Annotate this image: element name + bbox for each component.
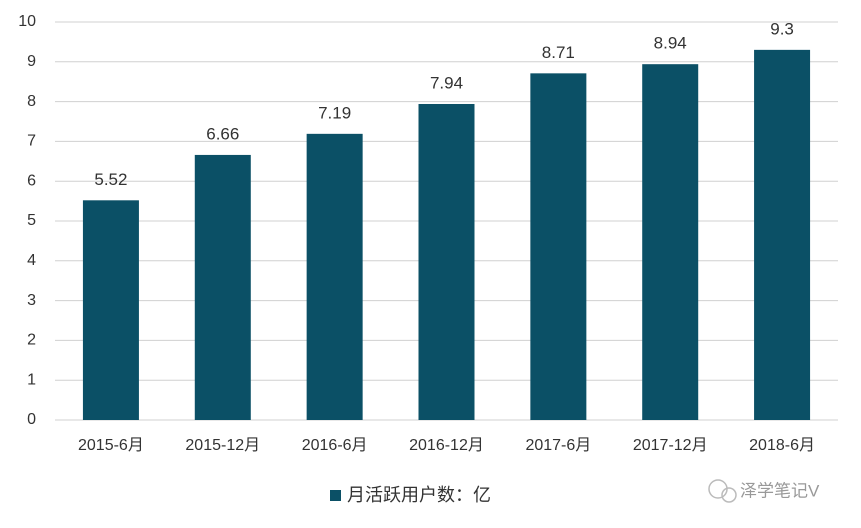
bar	[754, 49, 811, 421]
x-tick-label: 2016-6月	[302, 437, 368, 454]
data-label: 5.52	[94, 170, 127, 189]
watermark-text: 泽学笔记V	[740, 481, 820, 500]
data-label: 9.3	[770, 19, 794, 38]
bar	[82, 200, 139, 420]
data-label: 7.94	[430, 73, 463, 92]
x-tick-label: 2017-12月	[633, 437, 708, 454]
data-label: 7.19	[318, 103, 351, 122]
data-label: 8.71	[542, 43, 575, 62]
x-tick-label: 2015-6月	[78, 437, 144, 454]
bar	[418, 103, 475, 420]
data-label: 8.94	[654, 34, 687, 53]
y-tick-label: 9	[27, 53, 36, 70]
y-tick-label: 10	[18, 13, 36, 30]
x-tick-label: 2017-6月	[525, 437, 591, 454]
y-tick-label: 7	[27, 133, 36, 150]
y-tick-label: 3	[27, 292, 36, 309]
watermark: 泽学笔记V	[708, 479, 820, 503]
y-tick-label: 4	[27, 252, 36, 269]
x-tick-label: 2018-6月	[749, 437, 815, 454]
data-label: 6.66	[206, 124, 239, 143]
watermark-icon	[721, 487, 737, 503]
legend-swatch	[330, 490, 341, 501]
bar	[642, 64, 699, 421]
bar	[306, 133, 363, 420]
y-tick-label: 2	[27, 332, 36, 349]
x-tick-label: 2015-12月	[185, 437, 260, 454]
y-tick-label: 0	[27, 411, 36, 428]
y-tick-label: 8	[27, 93, 36, 110]
y-tick-label: 5	[27, 212, 36, 229]
legend-label: 月活跃用户数：亿	[347, 485, 491, 505]
x-tick-label: 2016-12月	[409, 437, 484, 454]
y-tick-label: 1	[27, 371, 36, 388]
y-tick-label: 6	[27, 172, 36, 189]
bar	[530, 73, 587, 420]
bar	[194, 154, 251, 420]
